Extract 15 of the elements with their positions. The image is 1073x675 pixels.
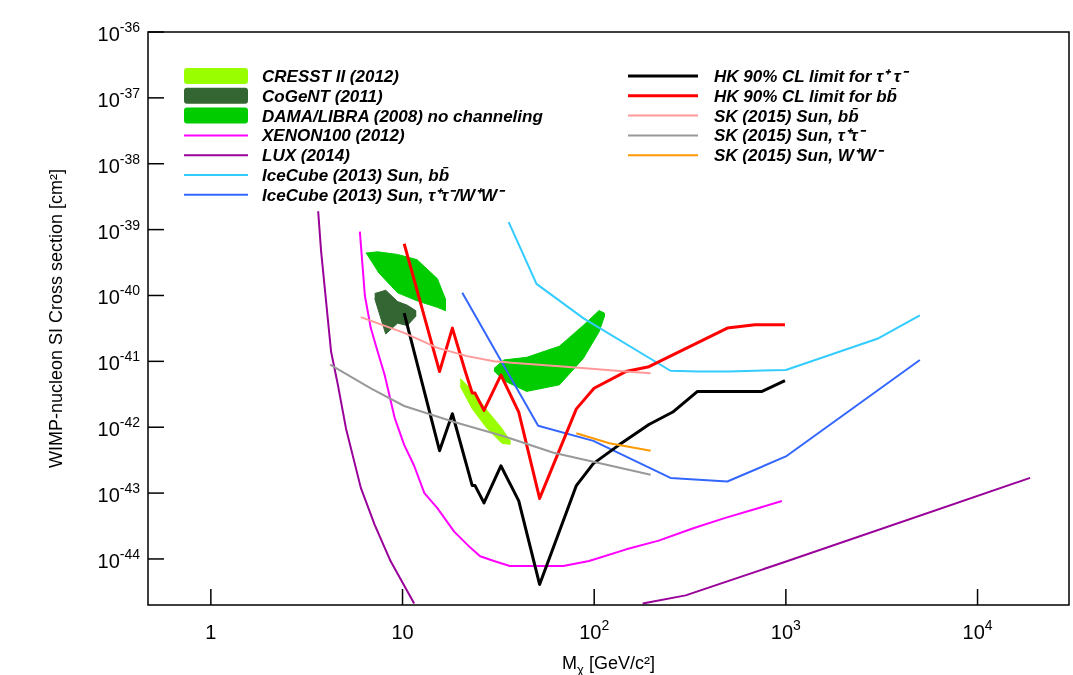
legend-label: IceCube (2013) Sun, τ⁺τ⁻/W⁺W⁻ [262,185,506,205]
legend-label: HK 90% CL limit for τ⁺ τ⁻ [714,67,910,86]
legend-label: SK (2015) Sun, bb̄ [714,106,859,126]
legend-label: LUX (2014) [262,146,351,166]
legend-label: SK (2015) Sun, W⁺W⁻ [714,146,885,166]
legend-label: HK 90% CL limit for bb̄ [714,86,898,106]
x-tick-label: 10 [391,621,414,643]
legend-label: CRESST II (2012) [262,67,400,86]
y-axis-title: WIMP-nucleon SI Cross section [cm²] [46,168,66,469]
legend-label: CoGeNT (2011) [262,86,383,106]
legend-label: IceCube (2013) Sun, bb̄ [262,166,450,185]
legend-label: XENON100 (2012) [261,126,406,146]
legend-label: DAMA/LIBRA (2008) no channeling [262,106,544,126]
x-tick-label: 1 [205,621,217,643]
legend-label: SK (2015) Sun, τ⁺τ⁻ [714,126,867,146]
